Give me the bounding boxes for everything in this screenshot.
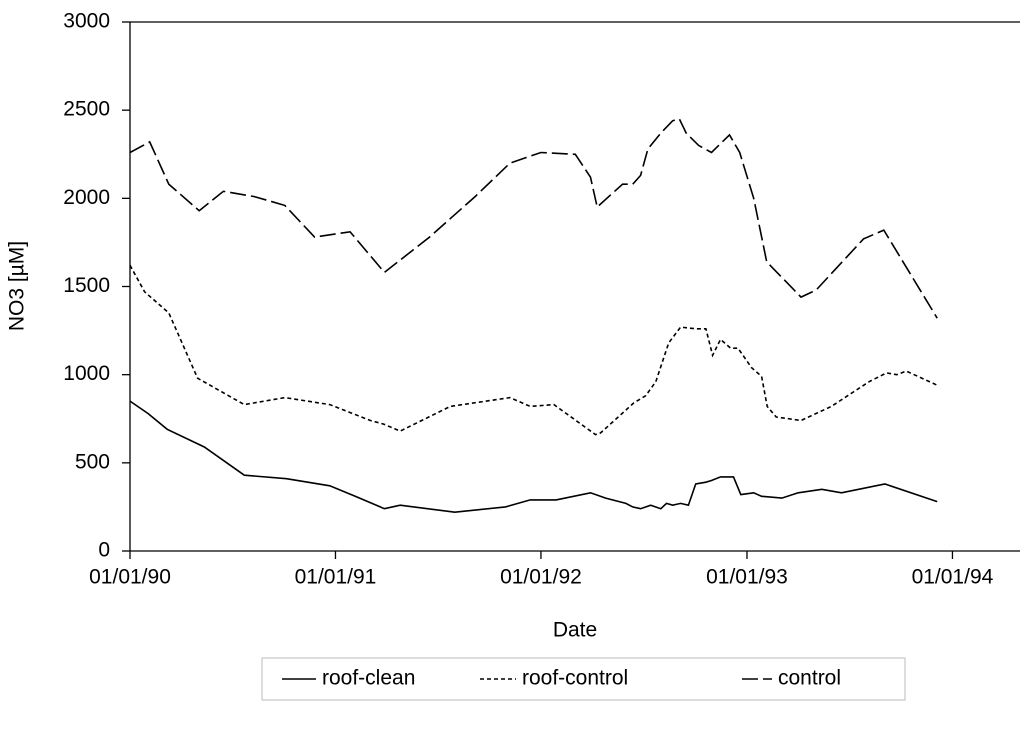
legend-box — [261, 657, 906, 701]
x-tick-label: 01/01/91 — [295, 566, 377, 589]
y-tick-label: 500 — [75, 450, 110, 473]
x-tick-label: 01/01/90 — [89, 566, 171, 589]
series-line — [129, 264, 938, 436]
y-tick-label: 2500 — [63, 98, 110, 121]
y-axis-label: NO3 [µM] — [6, 241, 29, 331]
x-tick-label: 01/01/92 — [500, 566, 582, 589]
x-tick-label: 01/01/94 — [912, 566, 994, 589]
series-line — [129, 118, 938, 319]
legend-label: roof-clean — [322, 667, 415, 690]
series-line — [129, 400, 938, 514]
y-tick-label: 3000 — [63, 10, 110, 33]
x-axis-label: Date — [553, 619, 597, 642]
y-tick-label: 2000 — [63, 186, 110, 209]
y-tick-label: 1000 — [63, 362, 110, 385]
legend-label: control — [778, 667, 841, 690]
y-tick-label: 1500 — [63, 274, 110, 297]
x-tick-label: 01/01/93 — [706, 566, 788, 589]
legend-label: roof-control — [522, 667, 628, 690]
y-tick-label: 0 — [98, 539, 110, 562]
